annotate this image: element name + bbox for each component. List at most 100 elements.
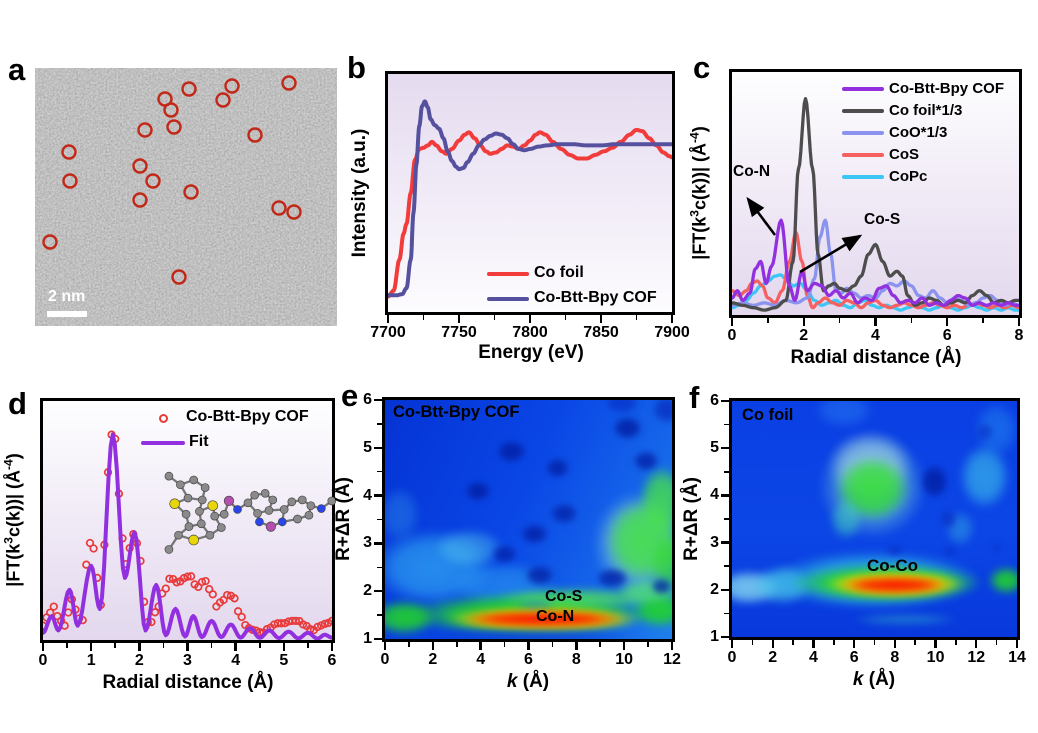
panel-b-label: b (347, 50, 366, 85)
x-tick-label: 7750 (441, 324, 477, 341)
x-minor-tick (551, 642, 554, 647)
x-tick-label: 0 (380, 651, 390, 668)
panel-d-label: d (8, 386, 27, 421)
x-minor-tick (910, 318, 913, 323)
x-tick-label: 0 (727, 649, 737, 666)
x-tick-label: 8 (890, 649, 900, 666)
x-tick (730, 640, 734, 648)
legend-swatch-co-foil (487, 272, 529, 276)
heatmap-feature (589, 563, 635, 593)
ylabel-sup: 3 (1, 537, 16, 544)
y-minor-tick (724, 518, 729, 520)
panel-f-label: f (689, 380, 700, 415)
x-minor-tick (422, 315, 425, 320)
x-tick (893, 640, 897, 648)
x-tick (730, 318, 734, 326)
y-tick (721, 635, 729, 639)
x-minor-tick (210, 643, 213, 648)
panel-c-label: c (693, 50, 711, 85)
y-minor-tick (724, 423, 729, 426)
x-minor-tick (873, 640, 876, 645)
x-tick-label: 7900 (654, 324, 690, 341)
y-minor-tick (724, 612, 729, 615)
x-tick-label: 6 (942, 327, 952, 344)
x-tick (802, 318, 805, 326)
panel-e-xlabel: k (Å) (507, 671, 549, 693)
xlabel-k: k (852, 669, 864, 690)
panel-c-xlabel: Radial distance (Å) (790, 347, 962, 368)
x-tick-label: 7700 (370, 324, 406, 341)
x-tick (771, 640, 774, 648)
panel-d-xlabel: Radial distance (Å) (102, 672, 274, 693)
x-tick (431, 642, 435, 650)
xanes-curves (388, 99, 672, 299)
x-tick (186, 643, 189, 651)
heatmap-feature (823, 490, 869, 548)
y-tick-label: 3 (710, 533, 719, 551)
heatmap-feature (460, 476, 497, 506)
x-minor-tick (914, 640, 916, 645)
panel-e-plot: Co-Btt-Bpy COF (382, 397, 675, 642)
x-minor-tick (258, 643, 261, 648)
y-minor-tick (377, 614, 382, 616)
x-tick (812, 640, 815, 648)
x-tick (479, 642, 482, 650)
heatmap-feature (972, 418, 997, 445)
x-tick-label: 5 (279, 652, 289, 669)
x-minor-tick (751, 640, 754, 645)
x-minor-tick (832, 640, 835, 645)
x-minor-tick (114, 643, 117, 648)
x-tick-label: 14 (1008, 649, 1026, 666)
exafs-fit-curves (43, 430, 332, 640)
x-tick (1017, 318, 1021, 326)
x-tick-label: 10 (615, 651, 634, 668)
heatmap-feature (831, 611, 979, 627)
y-minor-tick (724, 471, 729, 473)
x-tick-label: 2 (768, 649, 778, 666)
y-tick (721, 541, 729, 544)
legend-label-cof: Co-Btt-Bpy COF (186, 408, 309, 425)
x-tick (89, 643, 93, 651)
panel-e-title: Co-Btt-Bpy COF (393, 403, 520, 421)
wavelet-heatmap-co-foil (732, 401, 1017, 637)
legend-swatch-coo (842, 131, 884, 135)
x-tick-label: 2 (428, 651, 438, 668)
x-tick (138, 643, 141, 651)
x-tick (670, 315, 674, 323)
x-tick (386, 315, 390, 323)
x-tick (41, 643, 45, 651)
x-minor-tick (647, 642, 649, 647)
legend-swatch-fit (141, 441, 185, 445)
ylabel-part: ) (689, 126, 710, 133)
panel-a-label: a (8, 52, 26, 87)
x-minor-tick (792, 640, 794, 645)
heatmap-feature (645, 400, 672, 429)
y-tick (721, 399, 729, 403)
y-tick-label: 4 (363, 486, 372, 504)
heatmap-feature (646, 574, 672, 599)
ylabel-part: c(k))| (Å (3, 469, 24, 537)
x-tick-label: 8 (1014, 327, 1024, 344)
heatmap-feature (540, 453, 574, 483)
y-tick-label: 3 (363, 534, 372, 552)
ylabel-sup: 3 (687, 210, 702, 217)
annotation-co-s: Co-S (864, 211, 901, 228)
y-tick-label: 1 (363, 630, 372, 647)
x-minor-tick (955, 640, 957, 645)
x-tick-label: 2 (134, 652, 144, 669)
y-tick (374, 637, 382, 641)
y-tick (374, 542, 382, 545)
y-tick-label: 2 (710, 580, 719, 598)
x-tick (457, 315, 461, 323)
y-tick (374, 446, 382, 449)
heatmap-feature (545, 499, 584, 529)
x-tick-label: 0 (38, 652, 48, 669)
panel-b-xlabel: Energy (eV) (478, 342, 584, 363)
xlabel-rest: (Å) (517, 671, 550, 692)
heatmap-feature (491, 435, 533, 468)
legend-label-fit: Fit (189, 433, 209, 450)
annotation-co-n: Co-N (536, 608, 575, 625)
panel-d-ylabel: |FT(k3c(k))| (Å-4) (2, 453, 25, 586)
ylabel-part: |FT(k (3, 543, 24, 587)
xlabel-k: k (506, 671, 518, 692)
